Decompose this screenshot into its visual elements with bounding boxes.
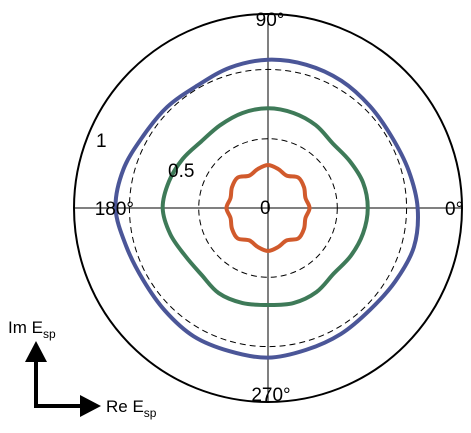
outer-ring: [73, 13, 463, 403]
series-line-2: [160, 106, 370, 308]
re-axis-label: Re Esp: [106, 397, 157, 420]
series-line-1: [113, 57, 420, 360]
re-axis-arrowhead: [80, 395, 101, 417]
grid-ring-1: [128, 68, 408, 348]
series-line-3: [224, 163, 312, 253]
im-axis-label: Im Esp: [8, 318, 56, 341]
angle-label-0: 0°: [445, 199, 463, 220]
grid-ring-0.5: [198, 138, 338, 278]
series-layer: [113, 57, 420, 360]
angle-label-90: 90°: [256, 10, 285, 31]
im-axis-arrowhead: [25, 341, 47, 362]
polar-labels: 0° 90° 180° 270° 1 0.5 0: [95, 10, 463, 406]
complex-axes-indicator: Im Esp Re Esp: [8, 318, 157, 420]
angle-label-180: 180°: [95, 199, 134, 220]
polar-grid: [73, 13, 463, 403]
angle-label-270: 270°: [251, 385, 290, 406]
radial-label-0: 0: [260, 198, 271, 219]
radial-label-0-5: 0.5: [168, 161, 194, 182]
radial-label-1: 1: [96, 131, 107, 152]
